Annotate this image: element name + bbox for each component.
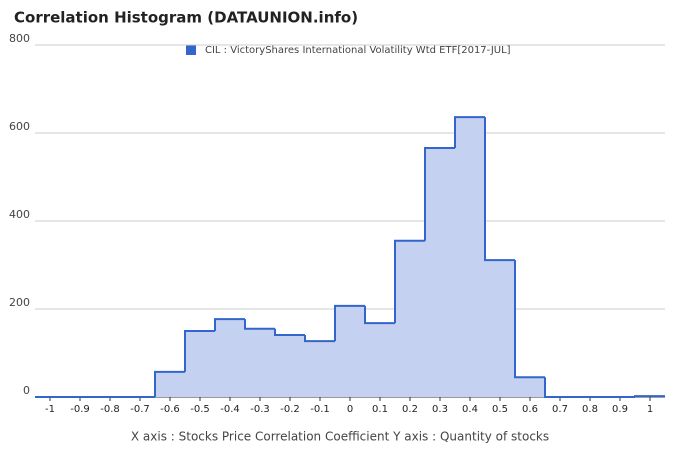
x-tick-label: 1 <box>647 404 653 415</box>
bar-outline <box>424 146 455 241</box>
x-tick-label: -0.5 <box>190 404 210 415</box>
bar <box>215 319 245 397</box>
bar-outline <box>334 304 365 342</box>
bar <box>365 323 395 397</box>
x-tick-label: 0.9 <box>612 404 628 415</box>
x-tick-label: -0.8 <box>100 404 120 415</box>
bar <box>425 147 455 397</box>
x-tick-label: 0.1 <box>372 404 388 415</box>
x-tick-label: -1 <box>45 404 55 415</box>
bar <box>185 331 215 397</box>
x-tick-label: 0 <box>347 404 353 415</box>
bar-outline <box>544 377 575 398</box>
bar-outline <box>514 260 545 379</box>
bar-outline <box>274 328 305 336</box>
bar-outline <box>154 370 185 397</box>
y-tick-label: 0 <box>23 384 30 397</box>
bar <box>155 371 185 397</box>
x-tick-label: 0.6 <box>522 404 538 415</box>
x-tick-label: 0.7 <box>552 404 568 415</box>
x-tick-label: -0.1 <box>310 404 330 415</box>
bar-outline <box>244 319 275 330</box>
chart-title: Correlation Histogram (DATAUNION.info) <box>14 9 358 27</box>
bar-outline <box>364 305 395 325</box>
bar-outline <box>304 334 335 343</box>
bar-outline <box>214 318 245 331</box>
x-tick-label: -0.2 <box>280 404 300 415</box>
y-tick-label: 600 <box>9 120 30 133</box>
bar <box>515 377 545 397</box>
bar-outline <box>184 330 215 372</box>
bar-outline <box>394 239 425 324</box>
bar <box>245 328 275 397</box>
y-tick-label: 800 <box>9 32 30 45</box>
x-tick-label: -0.7 <box>130 404 150 415</box>
y-tick-label: 200 <box>9 296 30 309</box>
bar <box>335 305 365 397</box>
x-tick-label: -0.4 <box>220 404 240 415</box>
x-tick-label: 0.2 <box>402 404 418 415</box>
bar <box>305 341 335 397</box>
x-tick-label: -0.6 <box>160 404 180 415</box>
axis-caption: X axis : Stocks Price Correlation Coeffi… <box>131 430 549 444</box>
x-tick-label: -0.3 <box>250 404 270 415</box>
bar <box>275 334 305 397</box>
legend-label: CIL : VictoryShares International Volati… <box>205 45 511 56</box>
bar <box>455 117 485 397</box>
x-tick-label: 0.5 <box>492 404 508 415</box>
legend-swatch <box>186 45 196 55</box>
x-tick-label: -0.9 <box>70 404 90 415</box>
bar-outline <box>484 117 515 262</box>
bar-outline <box>454 116 485 148</box>
x-tick-label: 0.3 <box>432 404 448 415</box>
bar-outline <box>634 395 665 398</box>
x-tick-label: 0.8 <box>582 404 598 415</box>
y-tick-label: 400 <box>9 208 30 221</box>
x-tick-label: 0.4 <box>462 404 478 415</box>
bar <box>485 260 515 397</box>
bar <box>395 240 425 397</box>
